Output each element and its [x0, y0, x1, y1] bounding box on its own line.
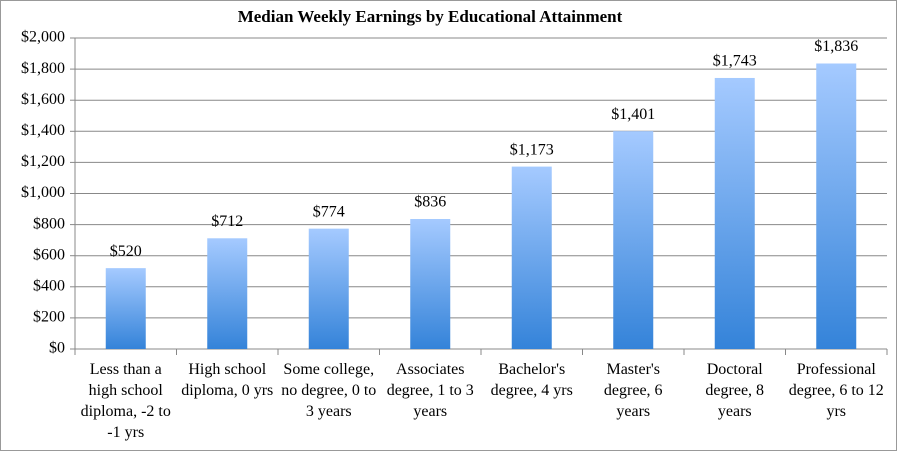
bar — [613, 131, 654, 349]
bar — [207, 238, 248, 349]
x-tick-label: Professional degree, 6 to 12 yrs — [788, 361, 884, 420]
data-label: $1,836 — [814, 38, 858, 55]
x-tick-label: Doctoral degree, 8 years — [705, 361, 765, 420]
data-label: $1,401 — [611, 106, 655, 123]
x-tick-label: Bachelor's degree, 4 yrs — [490, 361, 573, 399]
bar — [511, 166, 552, 349]
y-tick-label: $1,200 — [21, 153, 65, 170]
data-label: $836 — [414, 194, 446, 211]
x-tick-label: Master's degree, 6 years — [603, 361, 663, 420]
bar — [308, 228, 349, 349]
y-tick-label: $2,000 — [21, 29, 65, 46]
x-tick-label: Some college, no degree, 0 to 3 years — [281, 361, 377, 420]
bar — [714, 77, 755, 349]
y-tick-label: $1,400 — [21, 122, 65, 139]
y-tick-label: $400 — [33, 277, 65, 294]
y-tick-label: $1,600 — [21, 91, 65, 108]
data-label: $1,743 — [713, 53, 757, 70]
data-label: $712 — [211, 213, 243, 230]
y-tick-label: $800 — [33, 215, 65, 232]
y-tick-label: $0 — [49, 340, 65, 357]
bar — [105, 268, 146, 349]
data-label: $520 — [110, 243, 142, 260]
chart-title: Median Weekly Earnings by Educational At… — [238, 7, 623, 26]
bar — [816, 63, 857, 349]
y-tick-label: $600 — [33, 246, 65, 263]
y-tick-label: $1,800 — [21, 60, 65, 77]
y-tick-label: $1,000 — [21, 184, 65, 201]
data-label: $774 — [313, 203, 345, 220]
y-tick-label: $200 — [33, 309, 65, 326]
x-tick-label: Less than a high school diploma, -2 to -… — [80, 361, 171, 441]
x-tick-label: High school diploma, 0 yrs — [181, 361, 274, 399]
bar — [410, 219, 451, 349]
x-tick-label: Associates degree, 1 to 3 years — [386, 361, 474, 420]
data-label: $1,173 — [510, 141, 554, 158]
